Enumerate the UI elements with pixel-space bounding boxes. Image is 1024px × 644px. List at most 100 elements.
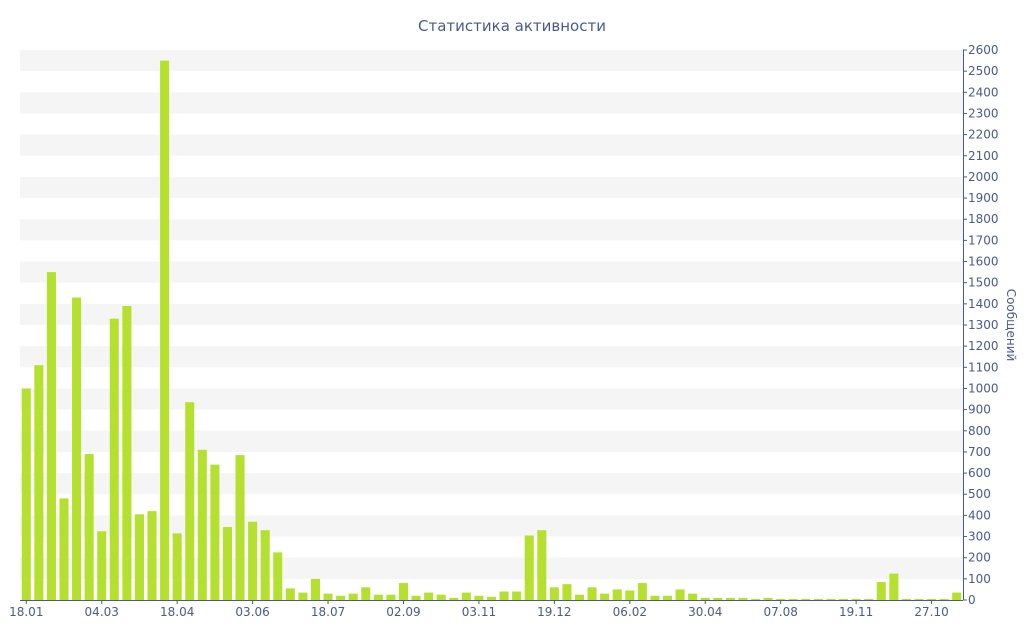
y-tick-label: 2100 bbox=[968, 149, 999, 163]
y-tick-label: 100 bbox=[968, 572, 991, 586]
bar[interactable] bbox=[411, 595, 421, 600]
bar[interactable] bbox=[248, 521, 258, 600]
bar[interactable] bbox=[59, 498, 69, 600]
bar[interactable] bbox=[725, 597, 735, 600]
bar[interactable] bbox=[763, 597, 773, 600]
bar[interactable] bbox=[851, 598, 861, 600]
bar[interactable] bbox=[147, 511, 157, 600]
bar[interactable] bbox=[373, 594, 383, 600]
bar[interactable] bbox=[587, 587, 597, 600]
x-tick-label: 18.07 bbox=[311, 605, 345, 619]
bar[interactable] bbox=[751, 598, 761, 600]
bar[interactable] bbox=[738, 597, 748, 600]
bar[interactable] bbox=[889, 573, 899, 600]
bar[interactable] bbox=[273, 552, 283, 600]
bar[interactable] bbox=[84, 454, 94, 600]
bar[interactable] bbox=[801, 598, 811, 600]
bar[interactable] bbox=[197, 449, 207, 600]
bar[interactable] bbox=[424, 592, 434, 600]
y-tick-label: 2000 bbox=[968, 170, 999, 184]
bar[interactable] bbox=[688, 593, 698, 600]
bar[interactable] bbox=[348, 593, 358, 600]
bar[interactable] bbox=[788, 598, 798, 600]
y-tick-label: 700 bbox=[968, 445, 991, 459]
bar[interactable] bbox=[134, 514, 144, 600]
y-tick-label: 500 bbox=[968, 487, 991, 501]
bar[interactable] bbox=[813, 598, 823, 600]
axes: 0 100 200 300 400 500 600 700 800 900 1000 1100 1200… bbox=[9, 43, 998, 619]
y-tick-label: 1400 bbox=[968, 297, 999, 311]
bar[interactable] bbox=[386, 594, 396, 600]
bar[interactable] bbox=[650, 595, 660, 600]
bar[interactable] bbox=[461, 592, 471, 600]
bar[interactable] bbox=[436, 594, 446, 600]
grid-bands bbox=[20, 50, 963, 579]
y-tick-label: 300 bbox=[968, 530, 991, 544]
bar[interactable] bbox=[160, 60, 170, 600]
bar[interactable] bbox=[97, 531, 107, 600]
bar[interactable] bbox=[713, 597, 723, 600]
bar[interactable] bbox=[939, 598, 949, 600]
y-tick-label: 2500 bbox=[968, 64, 999, 78]
bar[interactable] bbox=[637, 583, 647, 600]
y-tick-label: 900 bbox=[968, 403, 991, 417]
x-tick-label: 07.08 bbox=[764, 605, 798, 619]
bar[interactable] bbox=[474, 595, 484, 600]
bar[interactable] bbox=[914, 598, 924, 600]
bar[interactable] bbox=[72, 297, 82, 601]
bar[interactable] bbox=[600, 593, 610, 600]
bar[interactable] bbox=[298, 592, 308, 600]
y-tick-label: 1200 bbox=[968, 339, 999, 353]
bar[interactable] bbox=[398, 583, 409, 600]
bar[interactable] bbox=[562, 584, 572, 600]
bar[interactable] bbox=[222, 527, 232, 600]
bar[interactable] bbox=[901, 598, 911, 600]
x-tick-label: 19.11 bbox=[839, 605, 873, 619]
chart-title: Статистика активности bbox=[418, 17, 606, 35]
bar[interactable] bbox=[612, 589, 622, 600]
bar[interactable] bbox=[864, 598, 874, 600]
bar[interactable] bbox=[285, 588, 295, 600]
bar[interactable] bbox=[826, 598, 836, 600]
x-tick-label: 06.02 bbox=[613, 605, 647, 619]
bar[interactable] bbox=[21, 388, 31, 600]
bar[interactable] bbox=[927, 598, 937, 600]
bar[interactable] bbox=[310, 578, 320, 600]
bar[interactable] bbox=[449, 597, 459, 600]
bar[interactable] bbox=[361, 587, 371, 600]
y-tick-label: 800 bbox=[968, 424, 991, 438]
y-tick-label: 600 bbox=[968, 466, 991, 480]
grid-band bbox=[20, 388, 963, 410]
bar[interactable] bbox=[537, 530, 547, 600]
bar[interactable] bbox=[625, 590, 635, 600]
bar[interactable] bbox=[109, 318, 119, 600]
bar[interactable] bbox=[235, 455, 245, 600]
bar[interactable] bbox=[839, 598, 849, 600]
bar[interactable] bbox=[323, 593, 333, 600]
x-tick-label: 03.06 bbox=[235, 605, 269, 619]
bar[interactable] bbox=[336, 595, 346, 600]
bar[interactable] bbox=[185, 402, 195, 600]
bar[interactable] bbox=[574, 594, 585, 600]
y-tick-label: 1800 bbox=[968, 212, 999, 226]
x-tick-label: 18.01 bbox=[9, 605, 43, 619]
bar[interactable] bbox=[876, 582, 886, 600]
bar[interactable] bbox=[46, 272, 56, 600]
bar[interactable] bbox=[499, 591, 509, 600]
bar[interactable] bbox=[122, 305, 132, 600]
bar[interactable] bbox=[210, 464, 220, 600]
y-tick-label: 1000 bbox=[968, 381, 999, 395]
bar[interactable] bbox=[34, 365, 44, 600]
y-tick-label: 200 bbox=[968, 551, 991, 565]
bar[interactable] bbox=[952, 592, 962, 600]
bar[interactable] bbox=[549, 587, 559, 600]
bar[interactable] bbox=[675, 589, 685, 600]
bar[interactable] bbox=[700, 597, 710, 600]
bar[interactable] bbox=[512, 591, 522, 600]
bar[interactable] bbox=[486, 596, 497, 600]
bar[interactable] bbox=[663, 595, 673, 600]
bar[interactable] bbox=[172, 533, 182, 600]
bar[interactable] bbox=[524, 535, 534, 600]
bar[interactable] bbox=[260, 530, 270, 600]
bar[interactable] bbox=[776, 598, 786, 600]
